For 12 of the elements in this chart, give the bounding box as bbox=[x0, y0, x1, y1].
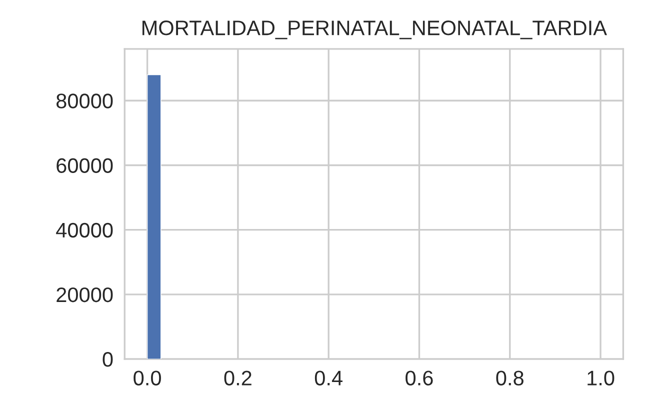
y-tick-label: 80000 bbox=[56, 94, 113, 108]
y-tick-label: 60000 bbox=[56, 158, 113, 173]
y-tick-label: 0 bbox=[102, 352, 113, 367]
x-tick-label: 0.4 bbox=[314, 370, 342, 386]
chart-title: MORTALIDAD_PERINATAL_NEONATAL_TARDIA bbox=[142, 20, 607, 40]
y-tick-label: 20000 bbox=[56, 287, 113, 302]
x-tick-label: 0.8 bbox=[496, 370, 524, 386]
x-tick-label: 1.0 bbox=[588, 370, 614, 386]
x-tick-label: 0.6 bbox=[406, 370, 433, 386]
x-tick-label: 0.2 bbox=[224, 370, 252, 386]
x-tick-label: 0.0 bbox=[134, 370, 161, 386]
y-tick-label: 40000 bbox=[56, 222, 113, 238]
